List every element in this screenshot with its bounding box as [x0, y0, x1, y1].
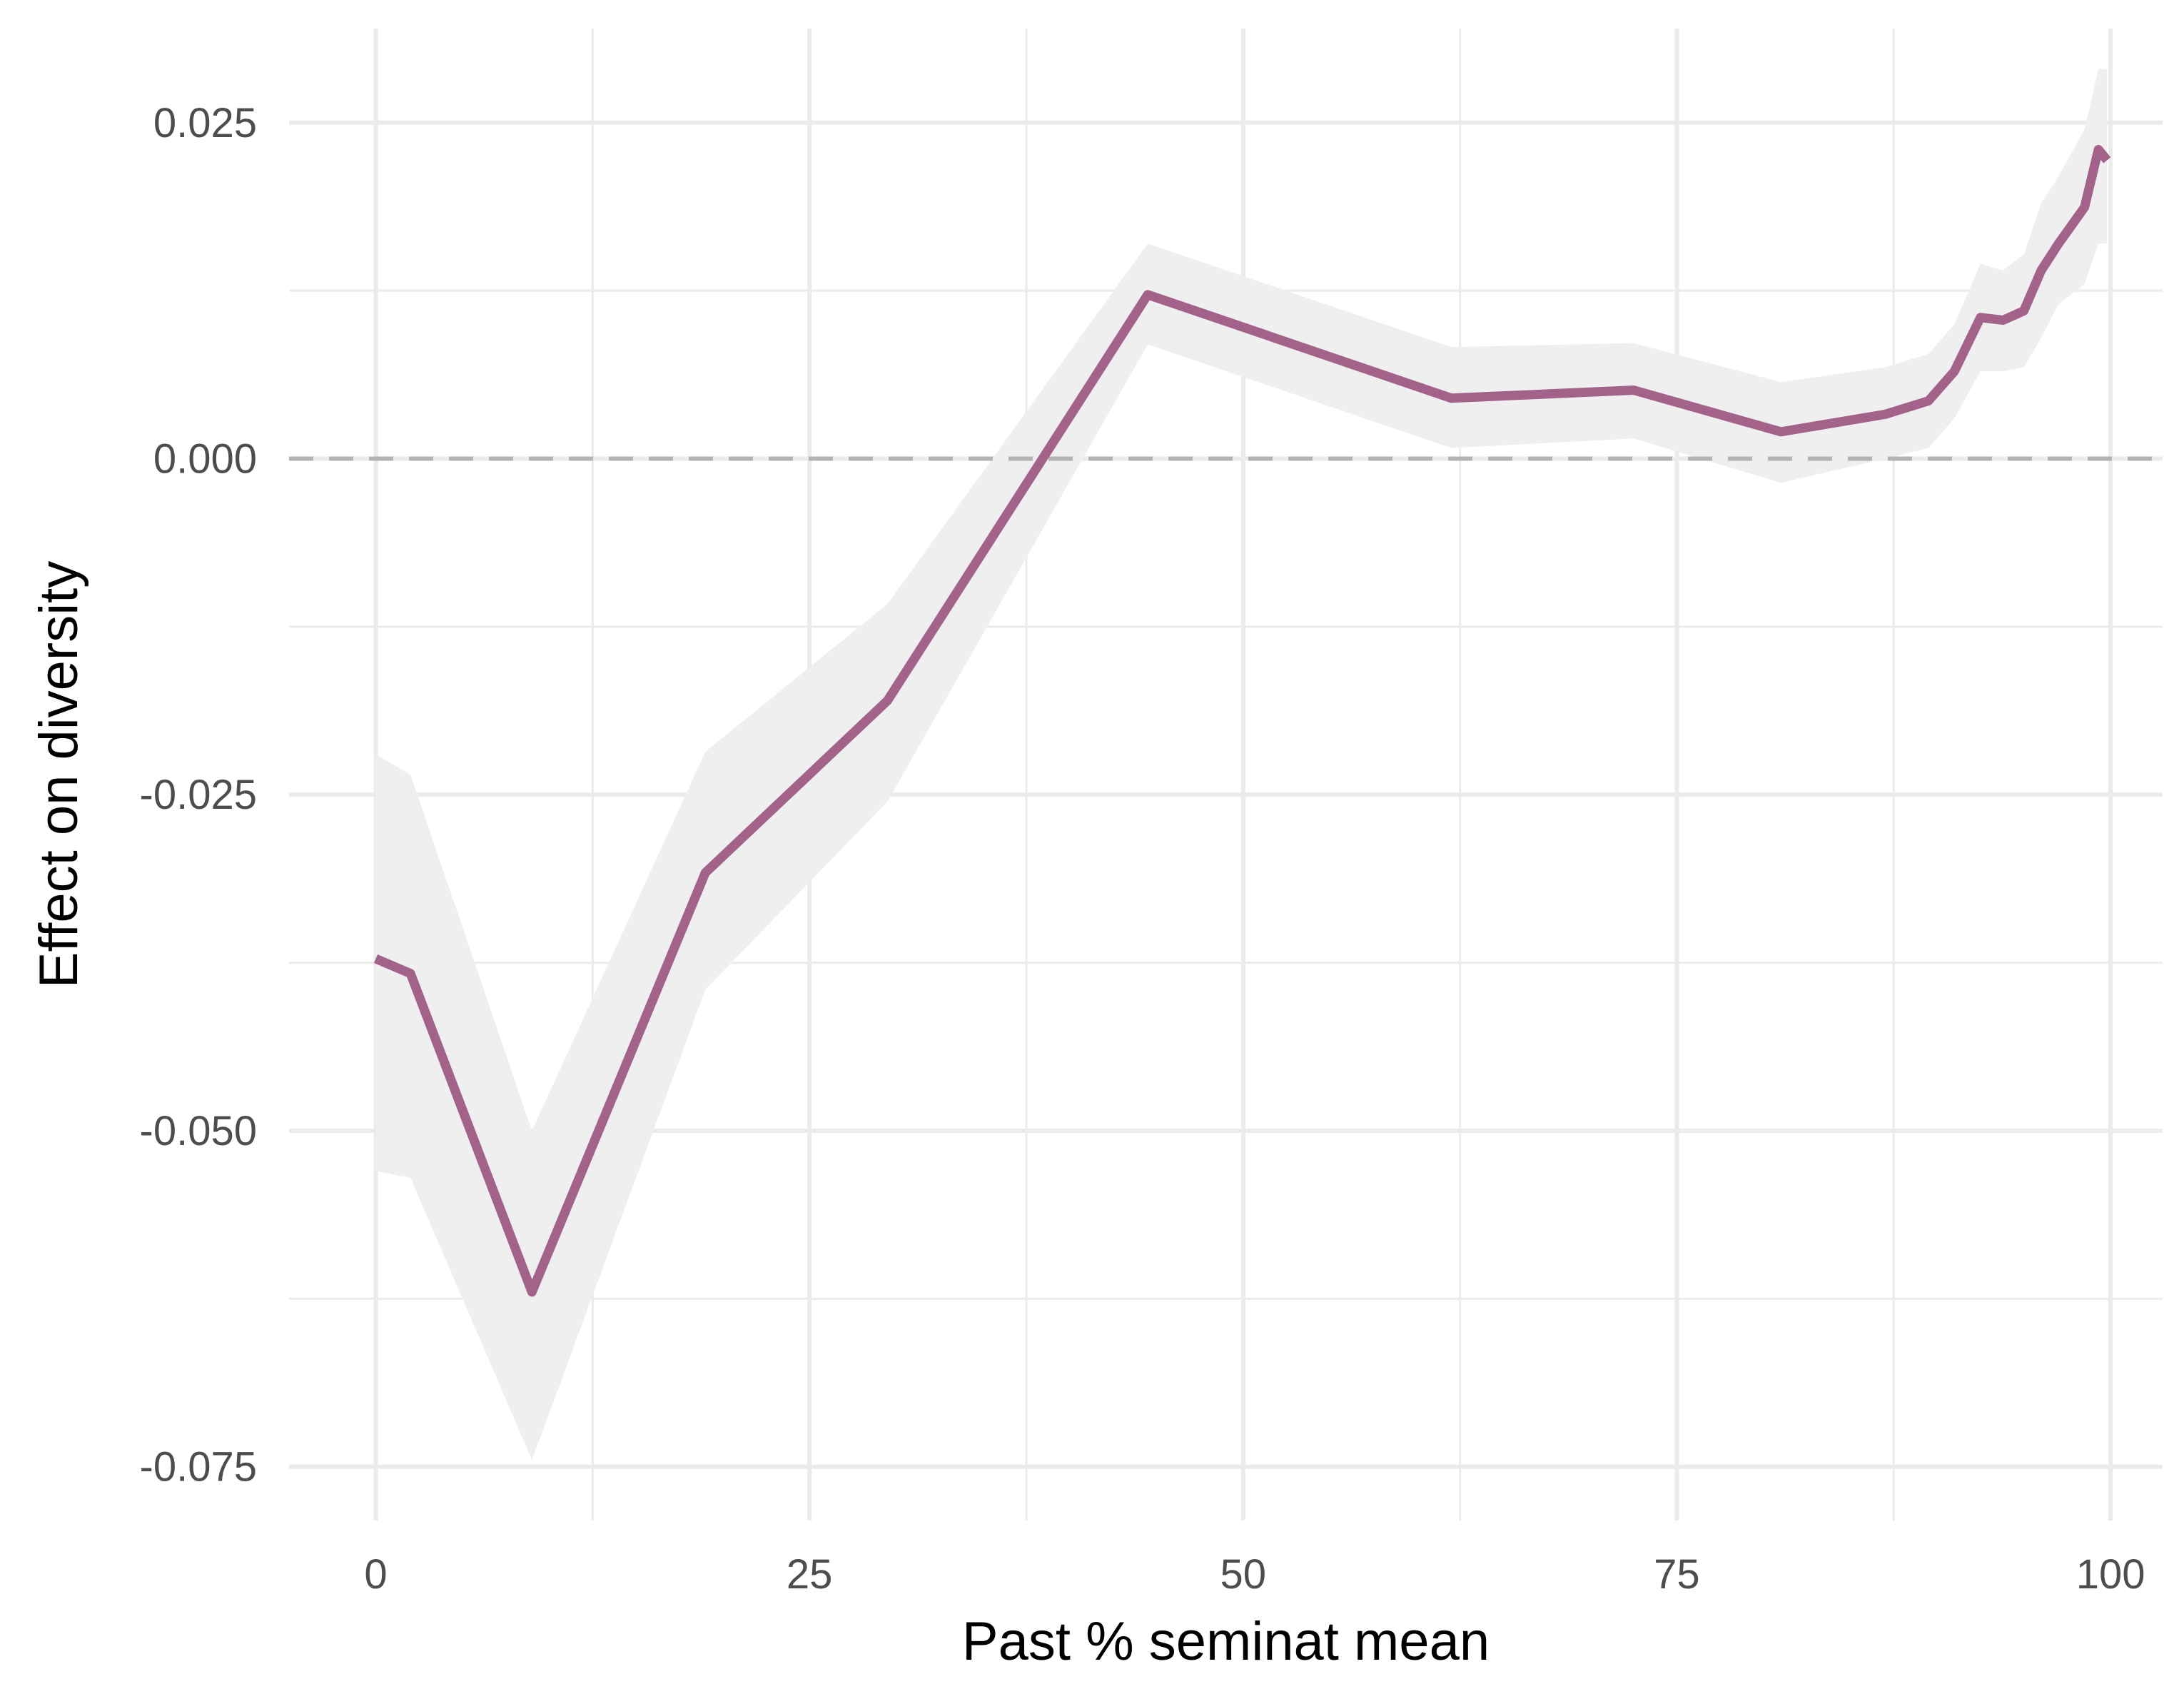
x-axis-title: Past % seminat mean [962, 1611, 1490, 1672]
y-tick-label: -0.075 [140, 1444, 257, 1491]
y-axis-title: Effect on diversity [29, 561, 89, 988]
y-axis-tick-labels: -0.075 -0.050 -0.025 0.000 0.025 [140, 100, 257, 1491]
x-tick-label: 25 [787, 1551, 833, 1598]
y-tick-label: 0.025 [153, 100, 257, 146]
x-axis-tick-labels: 0 25 50 75 100 [364, 1551, 2145, 1598]
x-tick-label: 50 [1220, 1551, 1267, 1598]
series-line [373, 145, 2111, 1297]
y-tick-label: -0.025 [140, 772, 257, 818]
minor-gridlines [289, 29, 2163, 1521]
x-tick-label: 0 [364, 1551, 387, 1598]
y-tick-label: -0.050 [140, 1108, 257, 1154]
x-tick-label: 100 [2076, 1551, 2145, 1598]
confidence-band [375, 69, 2108, 1461]
y-tick-label: 0.000 [153, 436, 257, 483]
x-tick-label: 75 [1654, 1551, 1700, 1598]
